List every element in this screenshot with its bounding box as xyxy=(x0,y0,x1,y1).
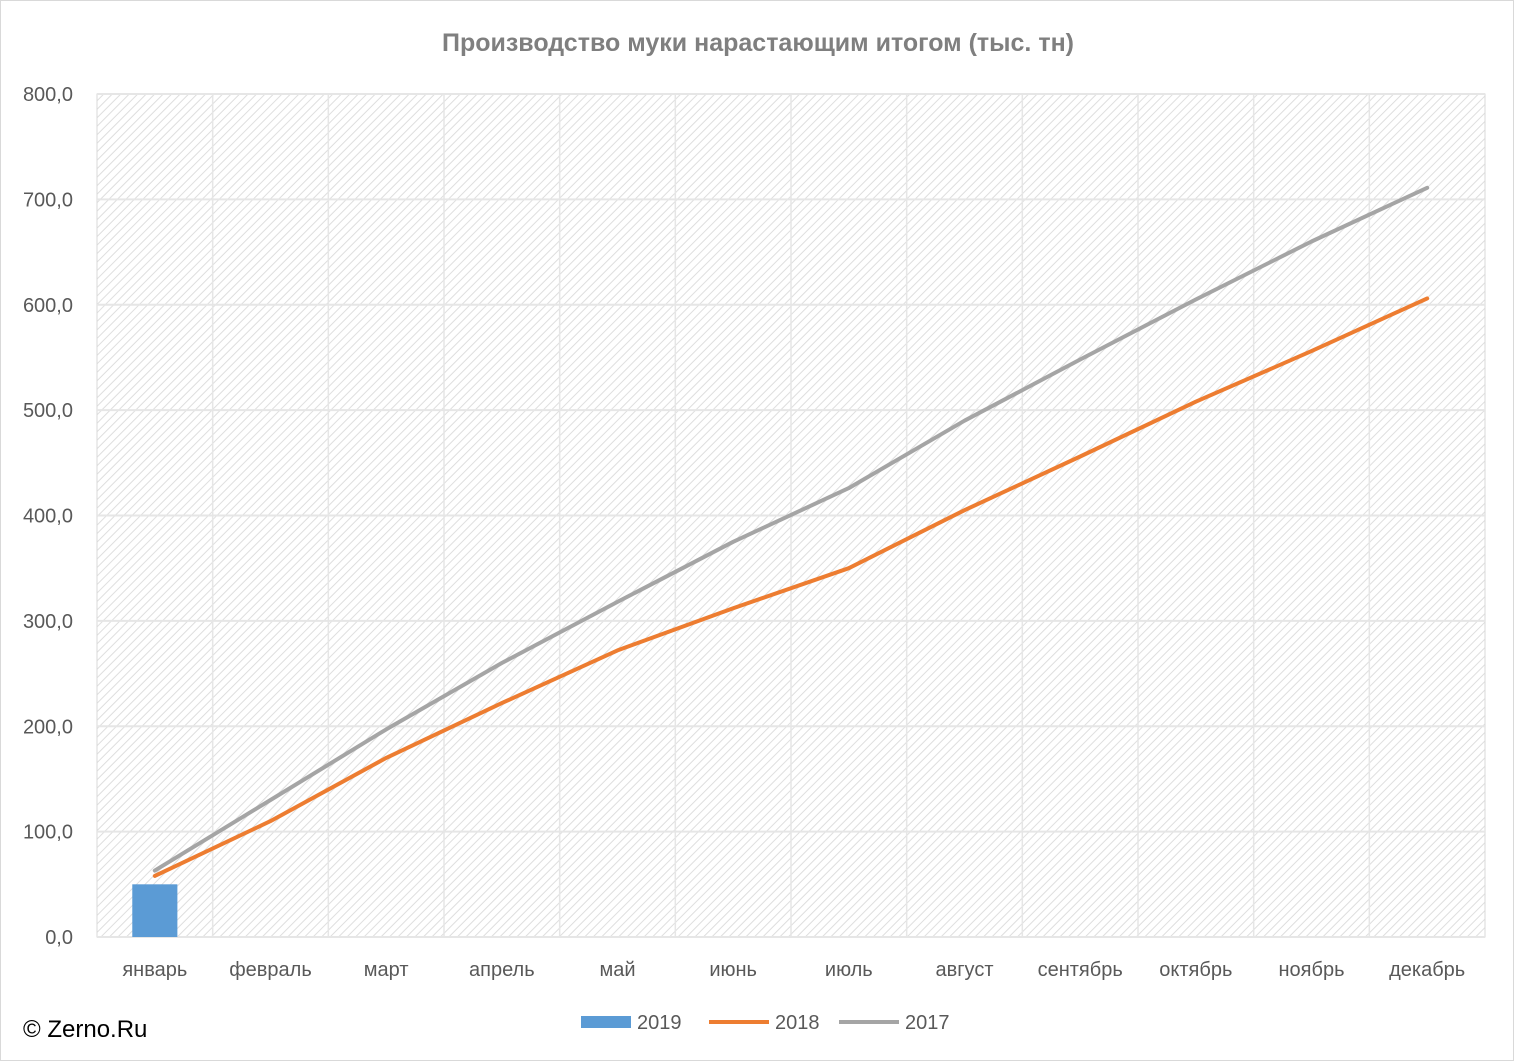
legend-label-2017: 2017 xyxy=(905,1012,950,1034)
line-series xyxy=(152,185,1430,878)
legend-label-2019: 2019 xyxy=(637,1012,682,1034)
legend-item-2017: 2017 xyxy=(839,1012,950,1034)
line-2017 xyxy=(152,185,1430,873)
x-tick-label: июль xyxy=(825,959,873,981)
y-tick-label: 800,0 xyxy=(23,84,73,106)
gridlines xyxy=(97,93,1485,938)
legend-item-2019: 2019 xyxy=(581,1012,682,1034)
line-2018 xyxy=(152,296,1430,878)
y-tick-label: 400,0 xyxy=(23,506,73,528)
legend-label-2018: 2018 xyxy=(775,1012,820,1034)
y-tick-label: 700,0 xyxy=(23,189,73,211)
x-tick-label: август xyxy=(936,959,994,981)
x-tick-label: май xyxy=(599,959,635,981)
y-tick-label: 0,0 xyxy=(45,927,73,949)
x-tick-label: июнь xyxy=(709,959,757,981)
y-tick-label: 600,0 xyxy=(23,295,73,317)
legend-swatch-2019 xyxy=(581,1016,631,1028)
x-tick-label: сентябрь xyxy=(1038,959,1123,981)
x-tick-label: ноябрь xyxy=(1279,959,1345,981)
x-tick-label: декабрь xyxy=(1389,959,1465,981)
legend: 2019 2018 2017 xyxy=(581,1012,950,1034)
x-tick-label: февраль xyxy=(229,959,312,981)
bar-series xyxy=(132,884,178,937)
y-tick-label: 100,0 xyxy=(23,822,73,844)
legend-item-2018: 2018 xyxy=(709,1012,820,1034)
x-tick-label: апрель xyxy=(469,959,535,981)
x-tick-label: январь xyxy=(122,959,187,981)
copyright-watermark: © Zerno.Ru xyxy=(23,1016,148,1043)
x-tick-label: октябрь xyxy=(1159,959,1232,981)
x-axis-ticks: январь февраль март апрель май июнь июль август… xyxy=(122,959,1465,981)
y-tick-label: 200,0 xyxy=(23,716,73,738)
y-tick-label: 300,0 xyxy=(23,611,73,633)
y-axis-ticks: 0,0 100,0 200,0 300,0 400,0 500,0 600,0 700,0 80… xyxy=(23,84,73,949)
bar-2019-январь xyxy=(132,884,178,937)
y-tick-label: 500,0 xyxy=(23,400,73,422)
x-tick-label: март xyxy=(364,959,409,981)
chart-title: Производство муки нарастающим итогом (ты… xyxy=(441,29,1074,57)
